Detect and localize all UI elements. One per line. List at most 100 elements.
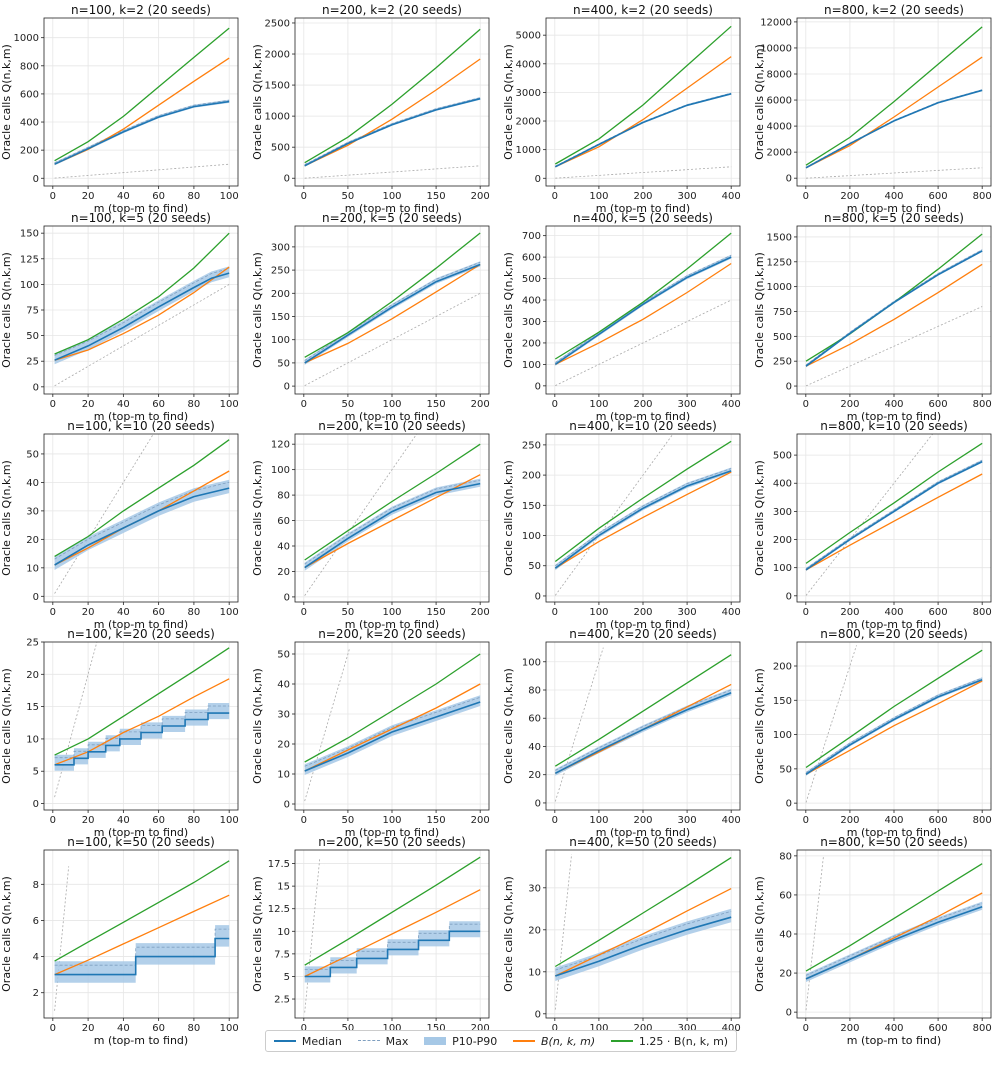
subplot-title: n=200, k=2 (20 seeds)	[322, 3, 462, 17]
y-axis-label: Oracle calls Q(n,k,m)	[502, 44, 515, 160]
x-tick-label: 100	[589, 399, 608, 410]
x-tick-label: 0	[301, 607, 307, 618]
y-axis-label: Oracle calls Q(n,k,m)	[753, 44, 766, 160]
x-axis-label: m (top-m to find)	[345, 410, 439, 423]
x-tick-label: 100	[589, 1023, 608, 1034]
y-tick-label: 0	[786, 799, 792, 810]
x-tick-label: 100	[220, 399, 239, 410]
x-tick-label: 400	[884, 815, 903, 826]
grid	[44, 434, 238, 602]
max-line	[54, 481, 230, 560]
y-tick-label: 6	[33, 916, 39, 927]
median-line	[805, 460, 983, 571]
median-line	[54, 487, 230, 566]
bound-line	[54, 266, 230, 361]
x-tick-label: 20	[82, 1023, 95, 1034]
y-tick-label: 600	[20, 89, 39, 100]
bound-line	[304, 58, 481, 167]
identity-line	[555, 299, 732, 386]
y-tick-label: 5	[33, 767, 39, 778]
y-tick-label: 500	[522, 274, 541, 285]
median-line	[54, 100, 230, 165]
grid	[295, 434, 489, 602]
y-tick-label: 200	[20, 146, 39, 157]
legend-item-median: Median	[273, 1035, 342, 1048]
y-axis-label: Oracle calls Q(n,k,m)	[0, 460, 13, 576]
y-tick-label: 300	[271, 242, 290, 253]
x-tick-label: 600	[929, 607, 948, 618]
grid	[797, 850, 991, 1018]
y-tick-label: 80	[528, 686, 541, 697]
y-tick-label: 1000	[516, 145, 541, 156]
x-tick-label: 400	[722, 607, 741, 618]
x-axis-label: m (top-m to find)	[847, 1034, 941, 1047]
y-tick-label: 1000	[767, 282, 792, 293]
subplot-title: n=800, k=2 (20 seeds)	[824, 3, 964, 17]
grid	[797, 642, 991, 810]
x-tick-label: 800	[973, 1023, 992, 1034]
max-line	[54, 928, 230, 966]
y-tick-label: 100	[522, 360, 541, 371]
y-tick-label: 600	[522, 253, 541, 264]
x-axis-label: m (top-m to find)	[847, 410, 941, 423]
axes-frame	[43, 17, 239, 187]
subplot-title: n=400, k=10 (20 seeds)	[569, 419, 717, 433]
median-line	[304, 701, 481, 772]
subplot-title: n=100, k=10 (20 seeds)	[67, 419, 215, 433]
x-tick-label: 200	[471, 607, 490, 618]
x-tick-label: 0	[803, 1023, 809, 1034]
x-tick-label: 50	[342, 1023, 355, 1034]
y-tick-label: 200	[773, 662, 792, 673]
legend-label-max: Max	[385, 1034, 409, 1048]
y-tick-label: 200	[773, 535, 792, 546]
y-tick-label: 12000	[760, 17, 792, 28]
median-line	[304, 263, 481, 364]
x-tick-label: 0	[552, 191, 558, 202]
x-tick-label: 100	[220, 815, 239, 826]
y-tick-label: 50	[277, 650, 290, 661]
x-tick-label: 400	[722, 1023, 741, 1034]
bound125-line	[805, 649, 983, 769]
max-line	[54, 705, 230, 759]
identity-line	[54, 434, 154, 594]
median-line	[54, 712, 230, 766]
bound125-line	[54, 439, 230, 557]
subplot-19: 0 100 200 300 400 0 10 20 30 n=400, k=50 (20 seed…	[502, 835, 741, 1047]
y-axis-label: Oracle calls Q(n,k,m)	[502, 876, 515, 992]
x-tick-label: 400	[884, 1023, 903, 1034]
bound125-line	[805, 26, 983, 166]
y-tick-label: 10	[26, 563, 39, 574]
y-tick-label: 300	[773, 507, 792, 518]
x-tick-label: 0	[50, 607, 56, 618]
subplot-title: n=200, k=20 (20 seeds)	[318, 627, 466, 641]
x-tick-label: 400	[884, 399, 903, 410]
subplot-title: n=100, k=20 (20 seeds)	[67, 627, 215, 641]
subplot-title: n=200, k=10 (20 seeds)	[318, 419, 466, 433]
y-tick-label: 6000	[767, 96, 792, 107]
y-tick-label: 0	[786, 382, 792, 393]
identity-line	[555, 166, 732, 179]
median-line	[805, 905, 983, 980]
x-tick-label: 40	[117, 607, 130, 618]
y-tick-label: 250	[773, 357, 792, 368]
y-tick-label: 50	[26, 449, 39, 460]
subplot-9: 0 20 40 60 80 100 0 10 20 30 40 50 n=100, k=10 (20 s…	[0, 419, 239, 631]
x-tick-label: 200	[471, 399, 490, 410]
x-tick-label: 20	[82, 191, 95, 202]
axes-frame	[43, 433, 239, 603]
bound-line	[555, 888, 732, 977]
y-tick-label: 40	[26, 478, 39, 489]
y-tick-label: 60	[528, 714, 541, 725]
y-tick-label: 700	[522, 231, 541, 242]
y-tick-label: 100	[522, 531, 541, 542]
y-axis-label: Oracle calls Q(n,k,m)	[753, 668, 766, 784]
x-tick-label: 40	[117, 815, 130, 826]
x-tick-label: 600	[929, 1023, 948, 1034]
bound-line	[555, 56, 732, 168]
x-tick-label: 200	[471, 815, 490, 826]
median-line	[54, 937, 230, 976]
subplot-title: n=400, k=50 (20 seeds)	[569, 835, 717, 849]
legend-item-bound125: 1.25 · B(n, k, m)	[610, 1035, 728, 1048]
subplot-8: 0 200 400 600 800 0 250 500 750 1000 1250 1500 n=800…	[753, 211, 992, 423]
